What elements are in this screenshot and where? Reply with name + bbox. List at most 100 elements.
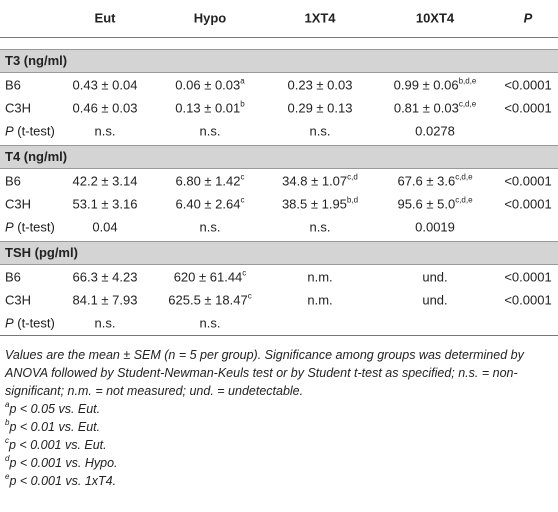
cell-superscript: c bbox=[247, 291, 252, 301]
footnote: ep < 0.001 vs. 1xT4. bbox=[5, 472, 555, 490]
cell-superscript: c,d,e bbox=[458, 99, 477, 109]
cell: n.s. bbox=[309, 219, 331, 235]
cell: <0.0001 bbox=[504, 269, 552, 285]
cell-superscript: c,d bbox=[347, 172, 358, 182]
cell: 95.6 ± 5.0c,d,e bbox=[397, 195, 473, 212]
footnote-mark: a bbox=[5, 400, 10, 409]
bottom-rule bbox=[0, 335, 558, 336]
cell: n.s. bbox=[199, 315, 221, 331]
footnote-mark: d bbox=[5, 454, 10, 463]
cell: <0.0001 bbox=[504, 77, 552, 93]
cell: 0.81 ± 0.03c,d,e bbox=[393, 99, 477, 116]
footnote-mark: e bbox=[5, 472, 10, 481]
cell: n.s. bbox=[94, 123, 116, 139]
cell-value: 0.06 ± 0.03 bbox=[175, 77, 241, 93]
column-header: P bbox=[523, 10, 533, 26]
row-label: P (t-test) bbox=[5, 220, 55, 235]
cell-value: 620 ± 61.44 bbox=[173, 269, 243, 285]
cell-superscript: b,d bbox=[346, 195, 359, 205]
cell: 0.13 ± 0.01b bbox=[175, 99, 245, 116]
row-label: B6 bbox=[5, 269, 21, 285]
cell: 67.6 ± 3.6c,d,e bbox=[397, 172, 473, 189]
cell-superscript: b bbox=[240, 99, 245, 109]
cell: und. bbox=[422, 269, 448, 285]
cell: <0.0001 bbox=[504, 292, 552, 308]
cell: 6.80 ± 1.42c bbox=[175, 172, 245, 189]
header-rule bbox=[0, 37, 558, 38]
row-label: B6 bbox=[5, 77, 21, 93]
row-label-italic: P bbox=[5, 123, 14, 139]
cell-value: 0.13 ± 0.01 bbox=[175, 100, 241, 116]
cell: <0.0001 bbox=[504, 196, 552, 212]
cell: 0.0278 bbox=[415, 123, 455, 139]
cell: n.s. bbox=[309, 123, 331, 139]
cell: 0.06 ± 0.03a bbox=[175, 76, 245, 93]
footnote: ap < 0.05 vs. Eut. bbox=[5, 400, 555, 418]
footnote: dp < 0.001 vs. Hypo. bbox=[5, 454, 555, 472]
row-label: P (t-test) bbox=[5, 316, 55, 331]
cell: 34.8 ± 1.07c,d bbox=[282, 172, 358, 189]
cell: <0.0001 bbox=[504, 173, 552, 189]
cell: 84.1 ± 7.93 bbox=[72, 292, 138, 308]
row-label: P (t-test) bbox=[5, 124, 55, 139]
cell: 625.5 ± 18.47c bbox=[168, 291, 252, 308]
cell: 0.29 ± 0.13 bbox=[287, 100, 353, 116]
cell: 0.23 ± 0.03 bbox=[287, 77, 353, 93]
cell-superscript: c bbox=[240, 172, 245, 182]
cell-superscript: c bbox=[242, 268, 247, 278]
cell-superscript: c,d,e bbox=[455, 172, 473, 182]
cell-value: 67.6 ± 3.6 bbox=[397, 173, 456, 189]
cell: n.s. bbox=[199, 123, 221, 139]
cell-value: 34.8 ± 1.07 bbox=[282, 173, 348, 189]
footnote: bp < 0.01 vs. Eut. bbox=[5, 418, 555, 436]
cell-superscript: c,d,e bbox=[455, 195, 473, 205]
notes: Values are the mean ± SEM (n = 5 per gro… bbox=[5, 346, 555, 490]
section-band: T3 (ng/ml) bbox=[0, 49, 558, 73]
cell-superscript: c bbox=[240, 195, 245, 205]
row-label: C3H bbox=[5, 196, 32, 212]
cell-superscript: b,d,e bbox=[458, 76, 477, 86]
cell-value: 0.81 ± 0.03 bbox=[393, 100, 459, 116]
cell-value: 6.80 ± 1.42 bbox=[175, 173, 241, 189]
row-label-italic: P bbox=[5, 315, 14, 331]
cell-superscript: a bbox=[240, 76, 245, 86]
footnote-text: p < 0.05 vs. Eut. bbox=[9, 402, 101, 416]
cell: 0.43 ± 0.04 bbox=[72, 77, 138, 93]
column-header: 1XT4 bbox=[304, 10, 336, 26]
row-label: B6 bbox=[5, 173, 21, 189]
column-header: Hypo bbox=[193, 10, 227, 26]
cell: n.m. bbox=[307, 292, 333, 308]
column-header: Eut bbox=[94, 10, 116, 26]
cell: 6.40 ± 2.64c bbox=[175, 195, 245, 212]
column-header: 10XT4 bbox=[415, 10, 455, 26]
cell: n.m. bbox=[307, 269, 333, 285]
footnote: cp < 0.001 vs. Eut. bbox=[5, 436, 555, 454]
footnote-text: p < 0.01 vs. Eut. bbox=[9, 420, 101, 434]
section-band: T4 (ng/ml) bbox=[0, 145, 558, 169]
cell-value: 0.99 ± 0.06 bbox=[393, 77, 459, 93]
cell: 620 ± 61.44c bbox=[173, 268, 247, 285]
cell: 0.46 ± 0.03 bbox=[72, 100, 138, 116]
cell: n.s. bbox=[94, 315, 116, 331]
row-label: C3H bbox=[5, 292, 32, 308]
cell-value: 6.40 ± 2.64 bbox=[175, 196, 241, 212]
row-label-text: (t-test) bbox=[17, 123, 55, 139]
cell: 53.1 ± 3.16 bbox=[72, 196, 138, 212]
cell: 66.3 ± 4.23 bbox=[72, 269, 138, 285]
row-label-text: (t-test) bbox=[17, 219, 55, 235]
cell: 38.5 ± 1.95b,d bbox=[281, 195, 359, 212]
section-title: T3 (ng/ml) bbox=[5, 53, 68, 68]
row-label-italic: P bbox=[5, 219, 14, 235]
footnote-text: p < 0.001 vs. Eut. bbox=[9, 438, 107, 452]
cell: 42.2 ± 3.14 bbox=[72, 173, 138, 189]
row-label: C3H bbox=[5, 100, 32, 116]
footnote-mark: c bbox=[5, 436, 9, 445]
cell-value: 38.5 ± 1.95 bbox=[281, 196, 347, 212]
footnote-text: p < 0.001 vs. Hypo. bbox=[9, 456, 118, 470]
cell: und. bbox=[422, 292, 448, 308]
cell: 0.0019 bbox=[415, 219, 455, 235]
footnote-text: p < 0.001 vs. 1xT4. bbox=[9, 474, 117, 488]
cell: n.s. bbox=[199, 219, 221, 235]
section-band: TSH (pg/ml) bbox=[0, 241, 558, 265]
